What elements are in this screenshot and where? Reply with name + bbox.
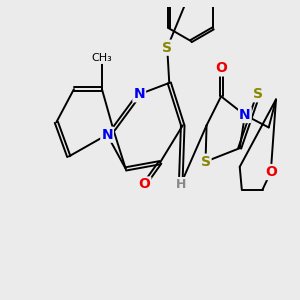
Text: N: N <box>134 87 145 101</box>
Text: S: S <box>254 87 263 101</box>
Text: N: N <box>239 108 251 122</box>
Text: CH₃: CH₃ <box>92 53 112 63</box>
Text: H: H <box>176 178 186 191</box>
Text: O: O <box>139 177 150 191</box>
Text: S: S <box>162 41 172 55</box>
Text: O: O <box>215 61 227 75</box>
Text: N: N <box>101 128 113 142</box>
Text: S: S <box>200 155 211 169</box>
Text: O: O <box>265 165 277 179</box>
